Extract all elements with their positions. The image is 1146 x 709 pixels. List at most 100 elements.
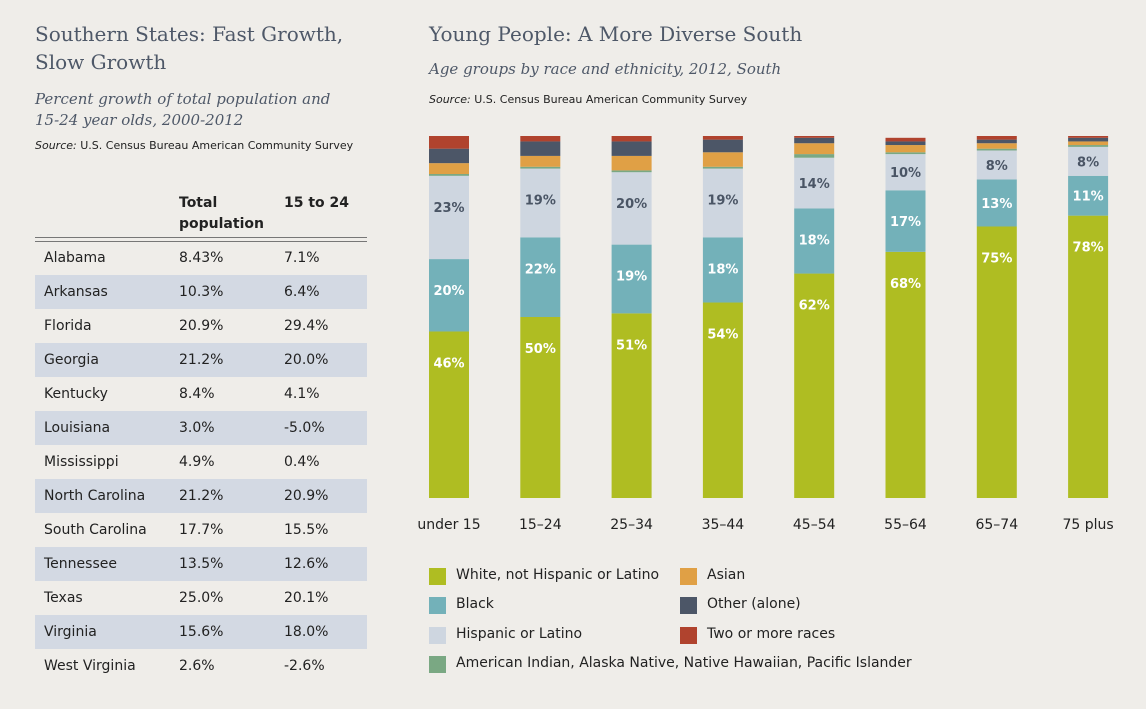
table-cell-15-to-24: 29.4% xyxy=(284,318,329,334)
table-row: South Carolina 17.7% 15.5% xyxy=(35,513,367,547)
bar-data-label: 19% xyxy=(616,270,647,285)
bar-data-label: 68% xyxy=(890,277,921,292)
table-header-rule xyxy=(35,237,367,238)
table-cell-state: Alabama xyxy=(44,250,106,266)
bar-data-label: 22% xyxy=(525,262,556,277)
table-cell-total: 21.2% xyxy=(179,488,224,504)
chart-source: Source: U.S. Census Bureau American Comm… xyxy=(429,93,747,106)
stacked-bar-chart: 46% 20% 23% under 15 50% 22% 19% 15–24 51% 19% 20%… xyxy=(417,136,1114,533)
bar-segment xyxy=(885,152,926,155)
chart-source-label: Source: xyxy=(429,93,471,106)
left-title-line2: Slow Growth xyxy=(35,50,167,74)
bar-segment xyxy=(1068,141,1109,146)
bar-segment xyxy=(1068,146,1109,176)
legend-swatch xyxy=(680,568,697,585)
bar-data-label: 46% xyxy=(433,356,464,371)
left-title-line1: Southern States: Fast Growth, xyxy=(35,22,344,46)
bar-segment xyxy=(1068,175,1109,216)
x-tick-label: 35–44 xyxy=(702,517,745,533)
table-cell-total: 10.3% xyxy=(179,284,224,300)
table-row: North Carolina 21.2% 20.9% xyxy=(35,479,367,513)
bar-segment xyxy=(794,143,835,155)
table-cell-state: Mississippi xyxy=(44,454,119,470)
bar-data-label: 23% xyxy=(433,201,464,216)
bar-segment xyxy=(702,166,743,169)
table-cell-total: 13.5% xyxy=(179,556,224,572)
bar-data-label: 17% xyxy=(890,215,921,230)
table-row: Mississippi 4.9% 0.4% xyxy=(35,445,367,479)
table-cell-state: West Virginia xyxy=(44,658,136,674)
table-cell-total: 15.6% xyxy=(179,624,224,640)
table-cell-total: 4.9% xyxy=(179,454,215,470)
bar-data-label: 62% xyxy=(799,299,830,314)
bar-segment xyxy=(976,150,1017,180)
bar-segment xyxy=(702,302,743,498)
chart-subtitle: Age groups by race and ethnicity, 2012, … xyxy=(429,60,782,78)
table-cell-state: Florida xyxy=(44,318,92,334)
table-header-total-line1: Total xyxy=(179,195,218,211)
bar-segment xyxy=(611,136,652,142)
table-row: Louisiana 3.0% -5.0% xyxy=(35,411,367,445)
bar-data-label: 20% xyxy=(616,197,647,212)
bar-segment xyxy=(611,170,652,173)
bar-data-label: 50% xyxy=(525,342,556,357)
bar-segment xyxy=(885,251,926,498)
bar-segment xyxy=(429,331,469,498)
bar-segment xyxy=(520,168,561,238)
bar-data-label: 75% xyxy=(981,252,1012,267)
x-tick-label: 25–34 xyxy=(610,517,653,533)
table-cell-15-to-24: -5.0% xyxy=(284,420,325,436)
bar-data-label: 18% xyxy=(707,262,738,277)
left-subtitle: Percent growth of total population and 1… xyxy=(35,89,330,131)
table-cell-total: 3.0% xyxy=(179,420,215,436)
bar-segment xyxy=(794,137,835,144)
bar-segment xyxy=(429,174,469,176)
bar-segment xyxy=(794,136,835,138)
legend-swatch xyxy=(680,597,697,615)
legend-label: Black xyxy=(456,596,494,613)
table-cell-state: Georgia xyxy=(44,352,99,368)
bar-data-label: 19% xyxy=(707,194,738,209)
x-tick-label: 55–64 xyxy=(884,517,927,533)
bar-segment xyxy=(702,139,743,153)
bar-segment xyxy=(520,237,561,317)
bar-data-label: 20% xyxy=(433,284,464,299)
legend-label: Two or more races xyxy=(707,625,836,642)
bar-data-label: 13% xyxy=(981,197,1012,212)
table-cell-15-to-24: 0.4% xyxy=(284,454,320,470)
table-cell-15-to-24: 20.9% xyxy=(284,488,329,504)
table-cell-total: 21.2% xyxy=(179,352,224,368)
bar-segment xyxy=(1068,145,1109,147)
bar-segment xyxy=(611,244,652,314)
bar-segment xyxy=(885,190,926,252)
table-header-rule-secondary xyxy=(35,241,367,242)
bar-segment xyxy=(794,154,835,158)
x-tick-label: 65–74 xyxy=(975,517,1018,533)
table-cell-total: 17.7% xyxy=(179,522,224,538)
table-cell-15-to-24: 15.5% xyxy=(284,522,329,538)
left-source: Source: U.S. Census Bureau American Comm… xyxy=(35,139,353,152)
table-cell-15-to-24: 12.6% xyxy=(284,556,329,572)
legend-label: Asian xyxy=(707,567,746,583)
table-cell-state: Louisiana xyxy=(44,420,111,436)
bar-segment xyxy=(520,141,561,156)
table-row: Tennessee 13.5% 12.6% xyxy=(35,547,367,581)
table-row: Georgia 21.2% 20.0% xyxy=(35,343,367,377)
bar-data-label: 11% xyxy=(1073,190,1104,205)
bar-segment xyxy=(702,237,743,303)
bar-segment xyxy=(702,136,743,140)
table-cell-state: Arkansas xyxy=(44,284,108,300)
table-row: Texas 25.0% 20.1% xyxy=(35,581,367,615)
legend-swatch xyxy=(429,655,446,673)
bar-segment xyxy=(794,208,835,274)
table-cell-total: 8.4% xyxy=(179,386,215,402)
table-cell-15-to-24: 7.1% xyxy=(284,250,320,266)
bar-segment xyxy=(520,155,561,167)
bar-segment xyxy=(520,317,561,498)
bar-segment xyxy=(976,179,1017,227)
table-cell-15-to-24: 18.0% xyxy=(284,624,329,640)
bar-data-label: 8% xyxy=(1077,155,1099,170)
x-tick-label: 15–24 xyxy=(519,517,562,533)
bar-segment xyxy=(885,141,926,146)
table-cell-total: 25.0% xyxy=(179,590,224,606)
